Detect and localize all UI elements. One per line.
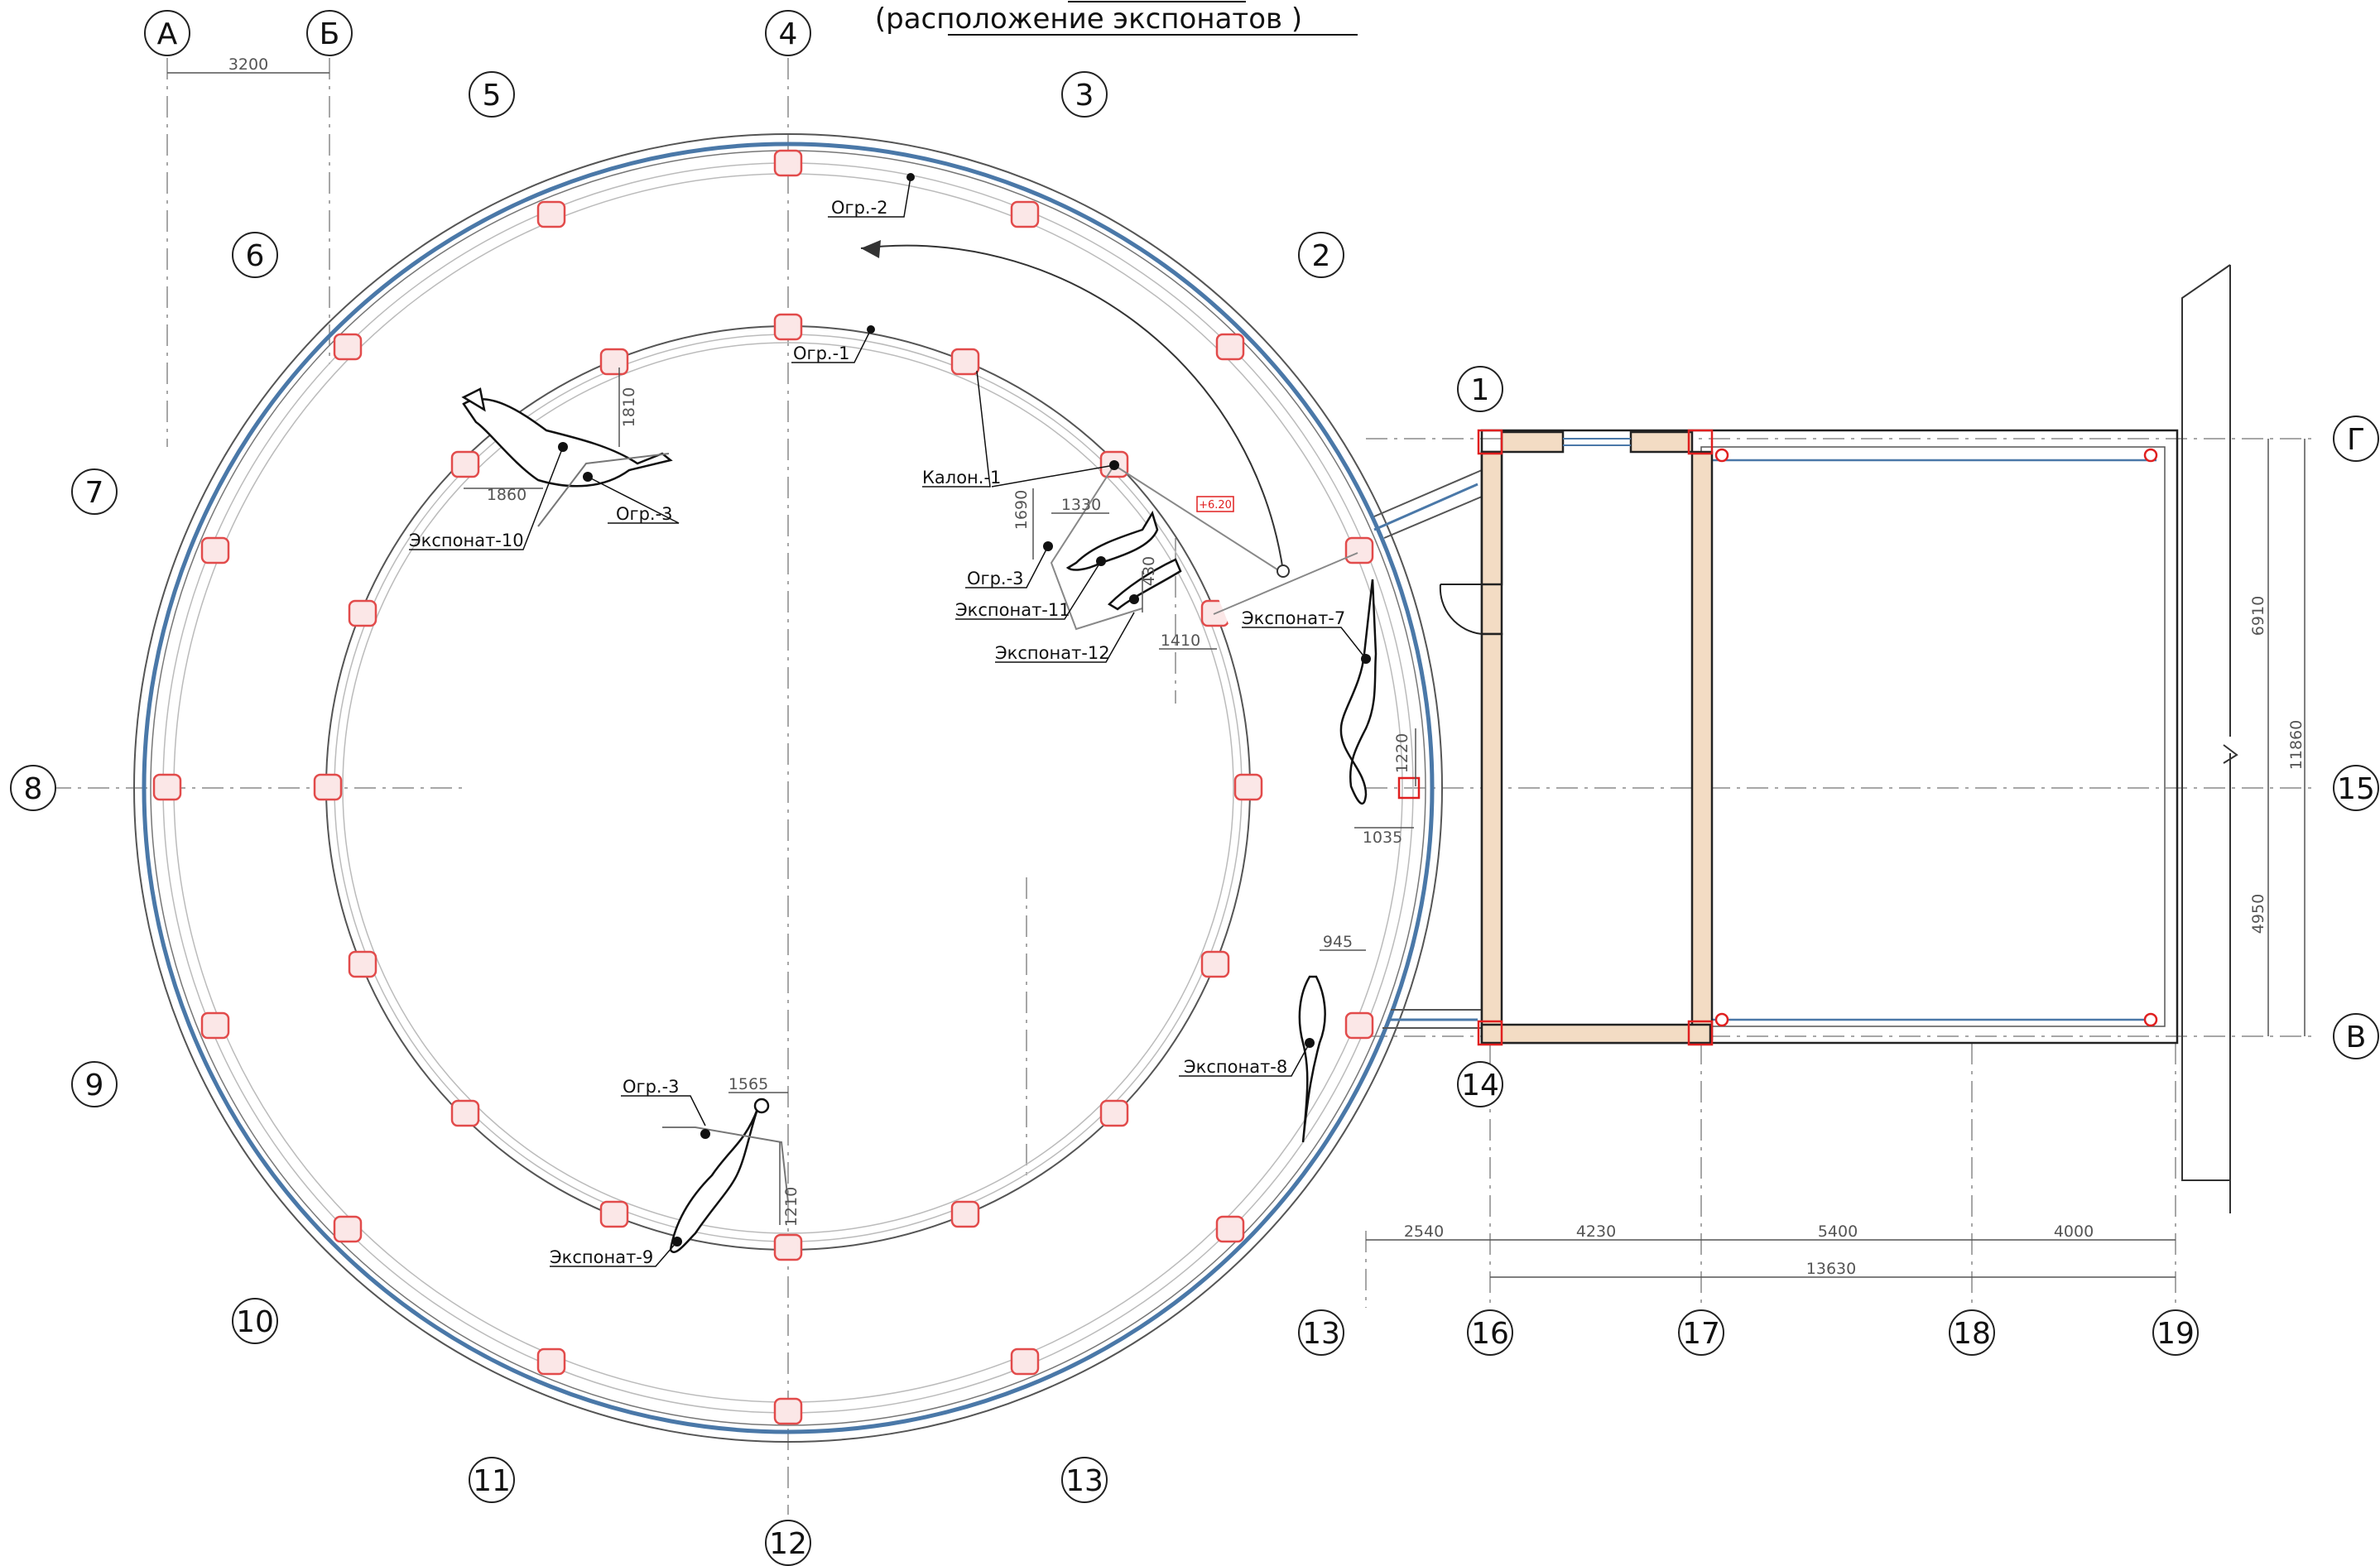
dim-3200: 3200	[228, 55, 268, 74]
axis-bubble-labels: А Б 4 5 3 6 2 1 7 8 9 10 11 12 13 13 14 …	[24, 17, 2375, 1561]
entrance-corridor	[1373, 469, 1483, 1029]
label-exhibit-9: Экспонат-9	[550, 1247, 653, 1267]
axis-label-3: 3	[1075, 79, 1094, 113]
center-connectors	[1050, 464, 1358, 631]
axis-label-g: Г	[2347, 423, 2365, 457]
label-exhibit-8: Экспонат-8	[1184, 1057, 1287, 1077]
axis-label-16: 16	[1471, 1317, 1509, 1351]
dim-1330: 1330	[1061, 496, 1101, 514]
exhibit-8-silhouette	[1298, 975, 1326, 1143]
axis-label-8: 8	[24, 772, 43, 806]
axis-label-v: В	[2346, 1021, 2367, 1054]
dim-5400: 5400	[1818, 1223, 1858, 1241]
dim-1690: 1690	[1012, 490, 1031, 530]
adjacent-wall	[2181, 264, 2238, 1213]
dimension-lines	[167, 72, 2305, 1278]
axis-label-b: Б	[320, 17, 340, 51]
label-ogr-3-b: Огр.-3	[967, 569, 1024, 588]
axis-label-9: 9	[85, 1069, 104, 1102]
dim-1810: 1810	[620, 387, 638, 427]
axis-bubbles	[10, 10, 2379, 1566]
dim-1860: 1860	[487, 486, 526, 504]
dim-1220: 1220	[1393, 733, 1411, 773]
leader-labels: Огр.-2 Огр.-1 Калон.-1 Экспонат-10 Огр.-…	[409, 198, 1345, 1267]
label-exhibit-7: Экспонат-7	[1242, 608, 1345, 628]
leader-dots	[558, 173, 1371, 1247]
column-markers	[1397, 429, 1714, 1046]
label-exhibit-11: Экспонат-11	[955, 600, 1070, 620]
axis-label-17: 17	[1682, 1317, 1720, 1351]
barriers	[537, 453, 789, 1203]
plan-title: (расположение экспонатов )	[875, 2, 1302, 36]
dim-1210: 1210	[782, 1187, 801, 1227]
building-outline	[1480, 429, 2179, 1045]
axis-label-14: 14	[1461, 1069, 1499, 1102]
dim-1035: 1035	[1363, 829, 1402, 847]
outer-ring-posts	[152, 149, 1374, 1425]
dim-2540: 2540	[1404, 1223, 1444, 1241]
axis-label-6: 6	[246, 239, 265, 273]
dim-11860: 11860	[2287, 720, 2305, 770]
dim-4950: 4950	[2249, 894, 2267, 934]
axis-label-13-bottom: 13	[1065, 1464, 1103, 1498]
axis-label-15: 15	[2337, 772, 2375, 806]
axis-label-2: 2	[1312, 239, 1331, 273]
label-ogr-1: Огр.-1	[793, 343, 850, 363]
exhibit-11-silhouette	[1065, 510, 1159, 571]
axis-label-5: 5	[483, 79, 502, 113]
axis-label-1: 1	[1471, 373, 1490, 407]
exhibit-7-silhouette	[1339, 579, 1378, 805]
axis-label-19: 19	[2156, 1317, 2195, 1351]
axis-label-18: 18	[1953, 1317, 1991, 1351]
dim-4230: 4230	[1576, 1223, 1616, 1241]
label-ogr-3-a: Огр.-3	[616, 504, 673, 524]
label-exhibit-10: Экспонат-10	[409, 531, 524, 550]
axis-label-4: 4	[779, 17, 798, 51]
label-kalon-1: Калон.-1	[922, 468, 1001, 488]
grid-lines	[50, 58, 2318, 1515]
axis-label-10: 10	[236, 1305, 274, 1339]
axis-label-11: 11	[473, 1464, 511, 1498]
top-window	[1563, 438, 1631, 446]
leader-lines	[409, 176, 1367, 1267]
building-walls	[1480, 430, 1714, 1045]
label-exhibit-12: Экспонат-12	[995, 643, 1110, 663]
dim-6910: 6910	[2249, 596, 2267, 636]
level-mark: +6.20	[1199, 499, 1232, 512]
dim-1565: 1565	[728, 1075, 768, 1093]
dim-13630: 13630	[1806, 1260, 1856, 1278]
dim-4000: 4000	[2054, 1223, 2094, 1241]
axis-label-13-right: 13	[1302, 1317, 1340, 1351]
door-swing	[1439, 584, 1483, 635]
axis-label-a: А	[157, 17, 178, 51]
dim-945: 945	[1323, 933, 1353, 951]
label-ogr-3-c: Огр.-3	[623, 1077, 680, 1097]
dim-430: 430	[1140, 556, 1158, 586]
exhibit-9-silhouette	[669, 1098, 770, 1253]
exhibit-10-silhouette	[461, 387, 673, 488]
dimension-texts: 3200 1810 1860 1690 1330 430 1410 1220 1…	[228, 55, 2305, 1278]
axis-label-12: 12	[769, 1527, 807, 1561]
axis-label-7: 7	[85, 476, 104, 510]
label-ogr-2: Огр.-2	[831, 198, 888, 218]
circulation-arrow	[860, 244, 1284, 572]
dim-1410: 1410	[1161, 632, 1200, 650]
inner-ring-opening	[1134, 456, 1253, 633]
